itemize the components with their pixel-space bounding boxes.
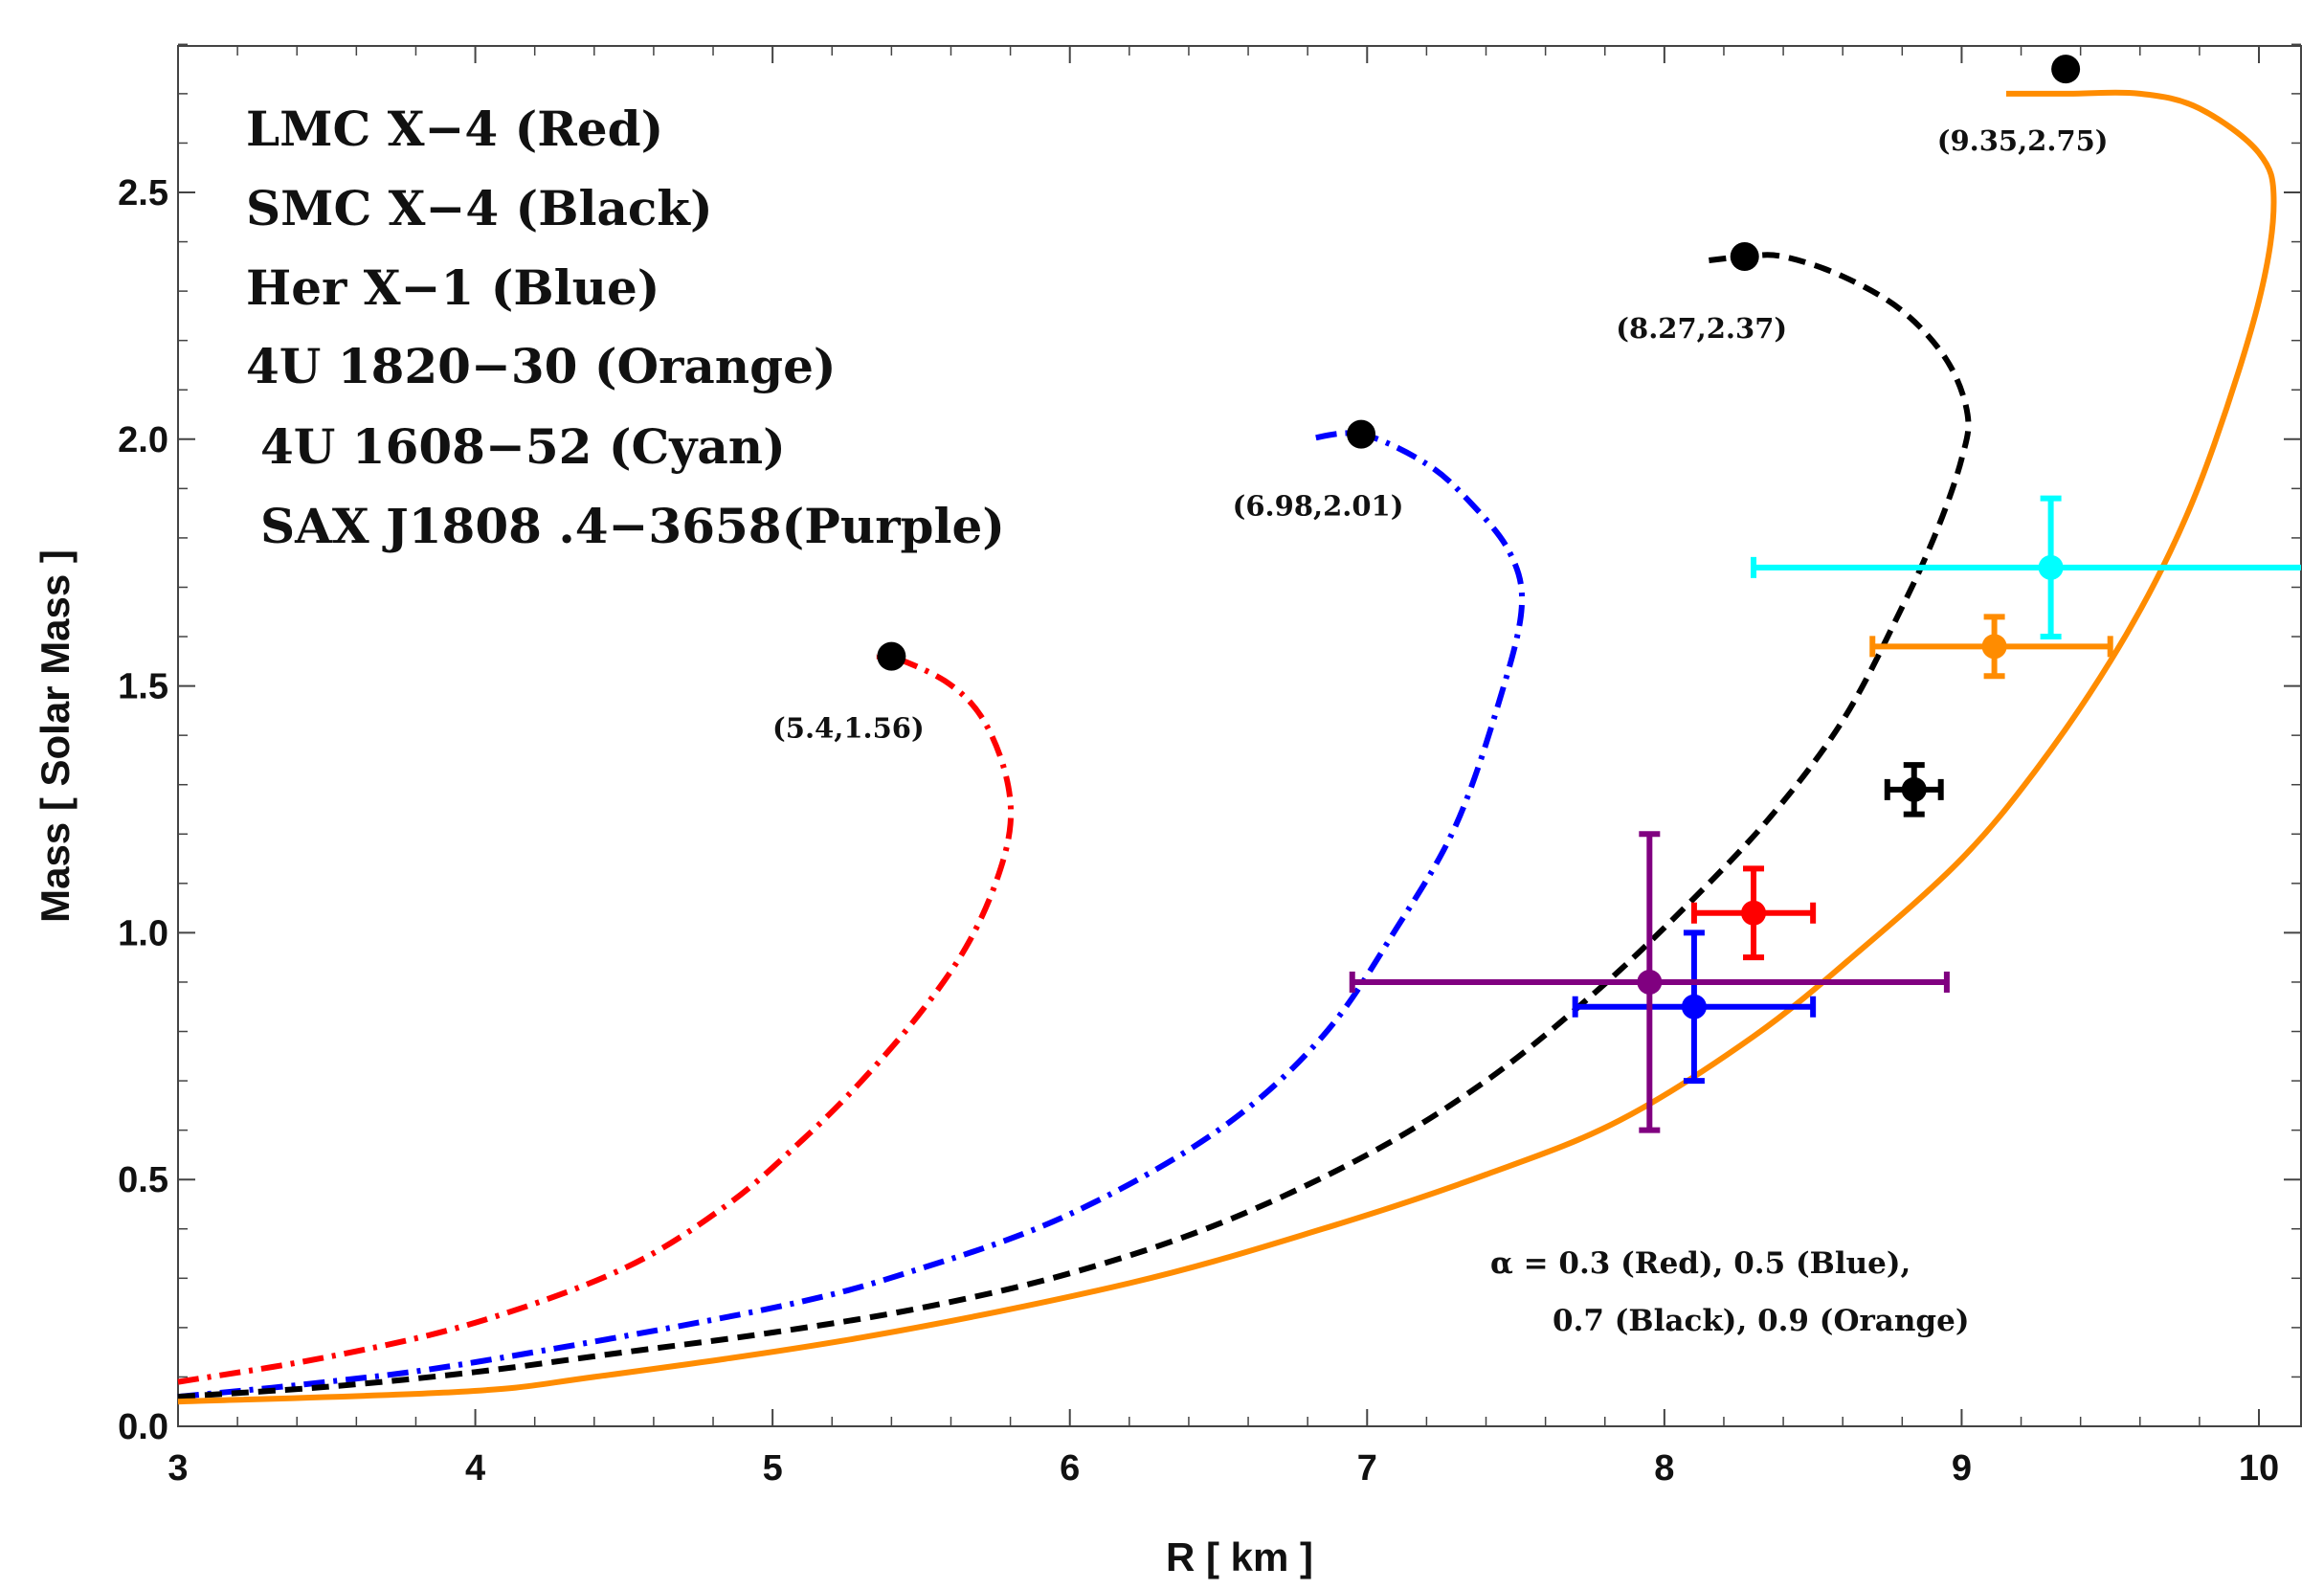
plot-frame [177, 45, 2302, 1427]
x-tick-label: 8 [1654, 1448, 1674, 1489]
x-axis-title: R [ km ] [1166, 1534, 1313, 1579]
peak-label: (6.98,2.01) [1233, 490, 1404, 523]
y-axis-title: Mass [ Solar Mass ] [33, 549, 78, 923]
curve-alpha-0 [177, 651, 1015, 1385]
peak-markers: (5.4,1.56) (6.98,2.01) (8.27,2.37) (9.35,2.… [772, 55, 2109, 745]
observation-point [1901, 776, 1927, 802]
observation-point [1637, 969, 1663, 995]
peak-marker [1730, 242, 1759, 272]
legend: LMC X−4 (Red) SMC X−4 (Black) Her X−1 (B… [246, 101, 1005, 554]
y-axis: 0.0 0.5 1.0 1.5 2.0 2.5 [118, 43, 2301, 1447]
x-tick-label: 5 [763, 1448, 783, 1489]
observation-point [2038, 554, 2064, 580]
x-axis: 3 4 5 6 7 8 9 10 [168, 46, 2279, 1489]
observation-marker [1349, 831, 1950, 1133]
curve-alpha-2 [177, 252, 1972, 1400]
x-tick-label: 4 [465, 1448, 485, 1489]
y-tick-label: 1.5 [118, 667, 168, 707]
alpha-note-line-1: α = 0.3 (Red), 0.5 (Blue), [1490, 1246, 1911, 1281]
y-tick-label: 2.0 [118, 420, 168, 460]
observation-point [1741, 900, 1767, 926]
legend-entry-4u1608: 4U 1608−52 (Cyan) [260, 418, 786, 475]
x-tick-label: 7 [1357, 1448, 1377, 1489]
peak-marker [877, 641, 906, 671]
peak-label: (5.4,1.56) [772, 712, 925, 745]
observation-marker [1884, 762, 1944, 817]
legend-entry-sax: SAX J1808 .4−3658(Purple) [260, 498, 1005, 554]
legend-entry-4u1820: 4U 1820−30 (Orange) [246, 338, 837, 394]
observation-point [1681, 994, 1707, 1019]
observation-marker [1572, 929, 1817, 1085]
peak-marker [2051, 55, 2081, 84]
peak-marker [1347, 419, 1376, 449]
mass-radius-curves [177, 89, 2277, 1405]
observation-point [1981, 634, 2007, 660]
curve-alpha-3 [177, 89, 2277, 1405]
curve-alpha-1 [177, 430, 1526, 1400]
observation-points [1349, 495, 2301, 1133]
x-tick-label: 10 [2239, 1448, 2279, 1489]
x-tick-label: 3 [168, 1448, 188, 1489]
x-tick-label: 6 [1060, 1448, 1080, 1489]
y-tick-label: 0.5 [118, 1160, 168, 1200]
peak-label: (9.35,2.75) [1937, 124, 2109, 157]
legend-entry-smc: SMC X−4 (Black) [246, 180, 713, 236]
observation-marker [1869, 614, 2113, 680]
y-tick-label: 2.5 [118, 173, 168, 213]
y-tick-label: 1.0 [118, 913, 168, 953]
alpha-note-line-2: 0.7 (Black), 0.9 (Orange) [1553, 1304, 1969, 1338]
x-tick-label: 9 [1952, 1448, 1972, 1489]
legend-entry-lmc: LMC X−4 (Red) [246, 101, 663, 157]
legend-entry-herx1: Her X−1 (Blue) [246, 259, 659, 316]
observation-marker [1751, 495, 2301, 640]
y-tick-label: 0.0 [118, 1407, 168, 1447]
observation-marker [1690, 865, 1817, 961]
peak-label: (8.27,2.37) [1616, 312, 1787, 345]
